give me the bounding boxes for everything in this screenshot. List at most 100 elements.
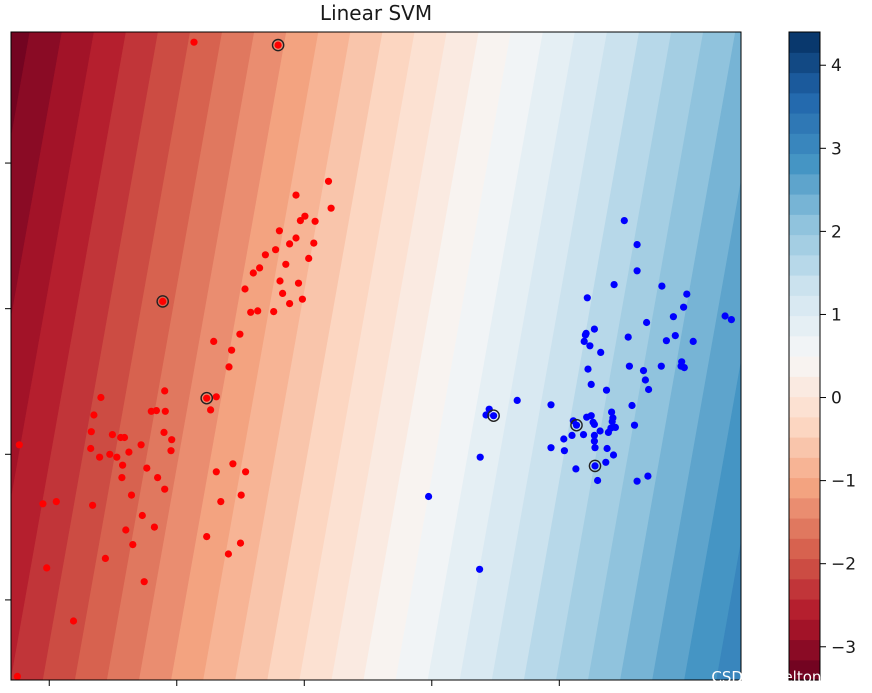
- data-point-class-0: [212, 393, 220, 401]
- data-point-class-1: [603, 444, 611, 453]
- contour-band: [267, 32, 416, 680]
- data-point-class-0: [275, 227, 283, 235]
- colorbar-band: [789, 194, 820, 215]
- colorbar-band: [789, 578, 820, 600]
- data-point-class-1: [582, 329, 590, 337]
- data-point-class-0: [161, 485, 169, 493]
- data-point-class-0: [254, 307, 262, 315]
- data-point-class-1: [591, 444, 599, 452]
- colorbar-tick-label: −2: [831, 555, 856, 575]
- data-point-class-0: [161, 407, 169, 415]
- data-point-class-0: [270, 308, 278, 316]
- contour-band: [203, 32, 351, 680]
- data-point-class-0: [108, 431, 116, 439]
- data-point-class-1: [560, 447, 569, 455]
- contour-band: [331, 32, 480, 680]
- data-point-class-1: [628, 401, 636, 410]
- colorbar-band: [789, 356, 820, 377]
- data-point-class-0: [137, 441, 145, 449]
- data-point-class-1: [624, 333, 632, 341]
- data-point-class-0: [279, 289, 287, 297]
- data-point-class-1: [625, 362, 634, 370]
- data-point-class-1: [594, 476, 602, 485]
- support-vectors: [156, 38, 602, 473]
- contour-band: [171, 32, 319, 680]
- data-point-class-1: [610, 281, 618, 289]
- data-point-class-0: [113, 453, 121, 461]
- colorbar-band: [789, 234, 820, 256]
- data-point-class-1: [584, 365, 592, 373]
- support-vector-point: [572, 421, 581, 429]
- colorbar-band: [789, 315, 820, 337]
- data-point-class-0: [160, 428, 168, 436]
- support-vector-point: [203, 394, 211, 402]
- data-point-class-0: [217, 498, 225, 506]
- data-point-class-1: [602, 458, 610, 466]
- watermark: CSDN @helton_yann: [711, 668, 866, 687]
- data-point-class-0: [168, 436, 176, 444]
- data-point-class-1: [590, 437, 599, 445]
- data-point-class-0: [228, 346, 236, 354]
- colorbar-band: [789, 416, 820, 438]
- data-point-class-1: [568, 431, 576, 439]
- colorbar-band: [789, 72, 820, 94]
- data-point-class-0: [311, 217, 319, 225]
- data-point-class-1: [476, 453, 484, 461]
- data-point-class-1: [587, 380, 595, 388]
- contour-band: [652, 181, 741, 680]
- data-point-class-0: [167, 447, 175, 455]
- data-point-class-1: [641, 376, 650, 384]
- data-point-class-0: [236, 330, 244, 338]
- data-point-class-0: [296, 217, 304, 225]
- support-vector-ring: [588, 459, 602, 473]
- colorbar-tick-label: 2: [831, 222, 842, 242]
- data-point-class-1: [633, 477, 641, 485]
- data-point-class-1: [547, 444, 555, 452]
- data-point-class-1: [680, 303, 688, 311]
- data-point-class-0: [229, 460, 237, 468]
- data-point-class-0: [87, 444, 95, 453]
- data-point-class-1: [608, 417, 616, 426]
- chart-title: Linear SVM: [320, 1, 432, 25]
- data-point-class-0: [261, 251, 269, 259]
- colorbar-band: [789, 619, 820, 641]
- colorbar-band: [789, 295, 820, 317]
- contour-band: [299, 32, 448, 680]
- data-point-class-0: [122, 526, 130, 534]
- data-point-class-1: [572, 465, 580, 473]
- data-point-class-0: [96, 453, 104, 461]
- data-point-class-0: [203, 533, 211, 541]
- contour-band: [74, 32, 223, 680]
- data-point-class-0: [52, 498, 60, 506]
- data-point-class-0: [242, 468, 250, 476]
- data-point-class-0: [127, 491, 136, 499]
- data-point-class-1: [727, 316, 736, 324]
- data-point-class-0: [138, 511, 146, 520]
- data-point-class-0: [106, 450, 114, 458]
- data-point-class-1: [658, 282, 666, 290]
- data-point-class-0: [39, 500, 47, 508]
- data-point-class-0: [282, 260, 290, 268]
- data-point-class-0: [272, 246, 280, 254]
- support-vector-point: [490, 412, 498, 420]
- colorbar: 4 3 2 1 0 −1 −2 −3: [788, 31, 856, 681]
- colorbar-bands: [789, 32, 820, 681]
- data-point-class-1: [669, 313, 678, 321]
- data-point-class-1: [597, 348, 605, 356]
- data-point-class-0: [276, 277, 284, 285]
- colorbar-band: [789, 173, 820, 195]
- support-vector-ring: [487, 409, 500, 423]
- data-point-class-1: [633, 241, 641, 249]
- data-point-class-0: [210, 337, 218, 345]
- data-point-class-0: [190, 38, 198, 46]
- data-point-class-0: [143, 464, 151, 472]
- colorbar-tick-label: −3: [831, 638, 856, 658]
- support-vector-point: [159, 297, 167, 305]
- colorbar-band: [789, 558, 820, 580]
- data-point-class-1: [645, 385, 653, 394]
- data-point-class-0: [97, 393, 105, 402]
- data-point-class-0: [224, 550, 232, 558]
- colorbar-band: [789, 32, 820, 53]
- data-point-class-0: [236, 539, 245, 547]
